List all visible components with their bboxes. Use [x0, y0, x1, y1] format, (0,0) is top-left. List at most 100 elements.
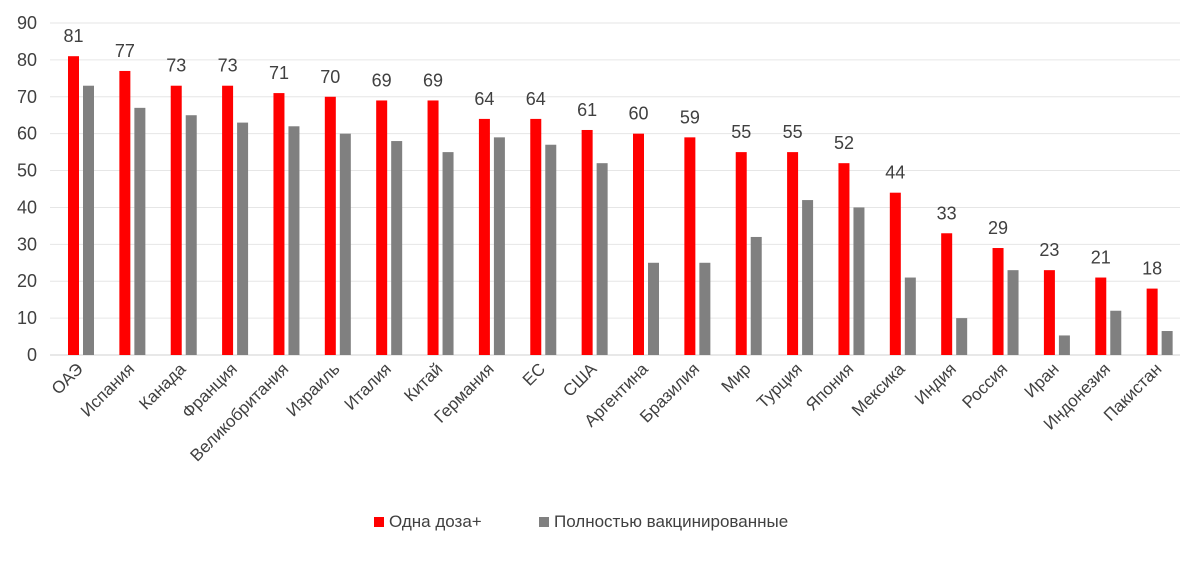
bar-fully-vaccinated — [596, 163, 608, 355]
bars — [68, 56, 1173, 356]
bar-fully-vaccinated — [134, 107, 146, 355]
y-tick-label: 50 — [17, 161, 37, 181]
y-tick-label: 90 — [17, 13, 37, 33]
y-tick-label: 0 — [27, 345, 37, 365]
data-label: 64 — [526, 89, 546, 109]
x-tick-label: Великобритания — [187, 359, 293, 465]
bar-fully-vaccinated — [493, 137, 505, 355]
bar-fully-vaccinated — [391, 141, 403, 355]
y-tick-label: 40 — [17, 197, 37, 217]
data-label: 59 — [680, 107, 700, 127]
bar-fully-vaccinated — [339, 133, 351, 355]
y-axis-ticks: 0 10 20 30 40 50 60 70 80 90 — [17, 13, 37, 365]
bar-one-dose — [838, 163, 850, 355]
data-label: 69 — [423, 70, 443, 90]
bar-fully-vaccinated — [442, 152, 454, 355]
x-tick-label: Мексика — [848, 359, 909, 420]
bar-fully-vaccinated — [956, 318, 968, 355]
x-tick-label: ОАЭ — [48, 359, 87, 398]
data-label: 55 — [783, 122, 803, 142]
data-label: 77 — [115, 41, 135, 61]
bar-one-dose — [941, 233, 953, 355]
y-tick-label: 10 — [17, 308, 37, 328]
bar-one-dose — [787, 152, 799, 355]
bar-fully-vaccinated — [853, 207, 865, 355]
bar-one-dose — [478, 118, 490, 356]
y-tick-label: 80 — [17, 50, 37, 70]
bar-fully-vaccinated — [699, 262, 711, 355]
x-tick-label: Россия — [959, 359, 1012, 412]
bar-fully-vaccinated — [545, 144, 557, 355]
bar-fully-vaccinated — [1161, 331, 1173, 355]
legend-label: Одна доза+ — [389, 512, 482, 531]
x-tick-label: Турция — [753, 359, 806, 412]
data-labels: 81 77 73 73 71 70 69 69 64 64 61 60 59 55 55 52 44 33 29 23… — [63, 26, 1162, 278]
data-label: 33 — [937, 203, 957, 223]
x-tick-label: Испания — [77, 359, 138, 420]
x-tick-label: Мир — [718, 359, 755, 396]
legend: Одна доза+ Полностью вакцинированные — [374, 512, 788, 531]
x-tick-label: Италия — [341, 359, 395, 413]
data-label: 61 — [577, 100, 597, 120]
data-label: 55 — [731, 122, 751, 142]
x-axis-ticks: ОАЭИспанияКанадаФранцияВеликобританияИзр… — [48, 359, 1166, 465]
bar-one-dose — [1146, 288, 1158, 355]
bar-one-dose — [633, 133, 644, 355]
y-tick-label: 70 — [17, 87, 37, 107]
data-label: 23 — [1039, 240, 1059, 260]
bar-fully-vaccinated — [904, 277, 916, 355]
x-tick-label: Китай — [400, 359, 446, 405]
bar-one-dose — [68, 56, 79, 355]
bar-one-dose — [684, 137, 696, 355]
bar-one-dose — [170, 85, 182, 355]
bar-one-dose — [427, 100, 439, 355]
data-label: 21 — [1091, 248, 1111, 268]
data-label: 71 — [269, 63, 289, 83]
y-tick-label: 30 — [17, 234, 37, 254]
bar-one-dose — [735, 152, 747, 355]
data-label: 52 — [834, 133, 854, 153]
data-label: 73 — [166, 56, 186, 76]
data-label: 64 — [474, 89, 494, 109]
x-tick-label: Индия — [911, 359, 960, 408]
bar-one-dose — [1095, 277, 1107, 355]
bar-fully-vaccinated — [1007, 270, 1019, 355]
data-label: 29 — [988, 218, 1008, 238]
bar-fully-vaccinated — [1058, 335, 1070, 355]
data-label: 70 — [320, 67, 340, 87]
bar-fully-vaccinated — [83, 85, 94, 355]
legend-label: Полностью вакцинированные — [554, 512, 788, 531]
legend-swatch — [539, 517, 549, 527]
x-tick-label: ЕС — [519, 359, 549, 389]
data-label: 73 — [218, 56, 238, 76]
bar-one-dose — [222, 85, 234, 355]
bar-one-dose — [992, 248, 1004, 355]
bar-fully-vaccinated — [802, 200, 814, 355]
bar-one-dose — [1043, 270, 1055, 355]
data-label: 60 — [628, 104, 648, 124]
bar-fully-vaccinated — [1110, 310, 1122, 355]
bar-one-dose — [324, 96, 336, 356]
data-label: 18 — [1142, 259, 1162, 279]
bar-fully-vaccinated — [237, 122, 249, 355]
bar-fully-vaccinated — [185, 115, 197, 355]
legend-swatch — [374, 517, 384, 527]
bar-one-dose — [581, 129, 593, 355]
data-label: 81 — [63, 26, 83, 46]
y-tick-label: 60 — [17, 124, 37, 144]
bar-fully-vaccinated — [288, 126, 300, 356]
bar-one-dose — [273, 93, 285, 355]
y-tick-label: 20 — [17, 271, 37, 291]
x-tick-label: Израиль — [283, 359, 344, 420]
bar-one-dose — [889, 192, 901, 355]
bar-fully-vaccinated — [648, 262, 659, 355]
bar-one-dose — [530, 118, 542, 356]
bar-one-dose — [119, 70, 131, 355]
data-label: 44 — [885, 163, 905, 183]
bar-fully-vaccinated — [750, 236, 762, 355]
bar-one-dose — [376, 100, 388, 355]
x-tick-label: Иран — [1021, 359, 1063, 401]
data-label: 69 — [372, 70, 392, 90]
